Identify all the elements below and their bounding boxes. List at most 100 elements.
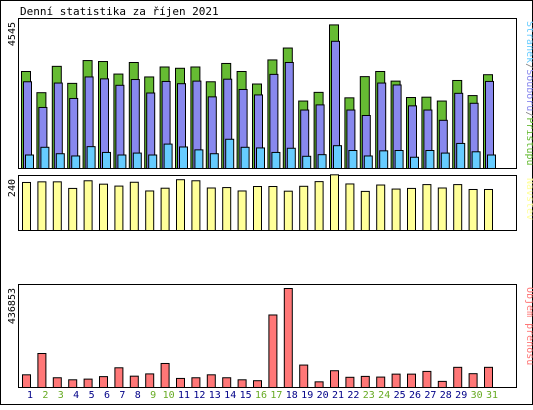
visits-panel-frame <box>18 175 517 231</box>
x-tick-label: 7 <box>119 390 125 401</box>
x-tick-label: 16 <box>255 390 267 401</box>
prenos-bar <box>129 375 139 388</box>
x-tick-label: 9 <box>150 390 156 401</box>
transfer-panel: 436853 Objem přenosu <box>7 284 533 389</box>
prenos-bar <box>283 288 293 388</box>
legend-entry: Souborů <box>524 69 533 111</box>
x-tick-label: 13 <box>209 390 221 401</box>
navstevy-bar <box>114 185 124 231</box>
x-tick-label: 6 <box>104 390 110 401</box>
x-tick-label: 28 <box>440 390 452 401</box>
prenos-bar <box>376 376 386 388</box>
prenos-bar <box>52 377 62 389</box>
legend-entry: Návštěv <box>524 178 533 220</box>
x-tick-label: 12 <box>193 390 205 401</box>
navstevy-bar <box>237 190 247 232</box>
prenos-bar <box>437 380 447 388</box>
prenos-bar <box>68 379 78 389</box>
prenos-bar <box>484 366 493 389</box>
prenos-bar <box>468 373 478 388</box>
stranky-bar <box>240 146 250 169</box>
x-tick-label: 24 <box>378 390 390 401</box>
navstevy-bar <box>160 187 170 231</box>
stranky-bar <box>55 153 65 170</box>
navstevy-bar <box>376 184 386 231</box>
navstevy-bar <box>422 184 432 232</box>
stranky-bar <box>25 154 34 170</box>
prenos-bar <box>360 375 370 388</box>
prenos-bar <box>314 381 324 388</box>
navstevy-bar <box>83 180 93 231</box>
stranky-bar <box>86 146 96 170</box>
x-tick-label: 17 <box>270 390 282 401</box>
navstevy-bar <box>299 185 309 232</box>
prenos-bar <box>83 378 93 388</box>
navstevy-bar <box>484 188 493 232</box>
legend-entry: Přístupů <box>524 117 533 165</box>
navstevy-bar <box>453 184 463 232</box>
x-tick-label: 1 <box>27 390 33 401</box>
stranky-bar <box>394 150 404 169</box>
stranky-bar <box>71 155 81 170</box>
navstevy-bar <box>37 181 47 231</box>
navstevy-bar <box>468 188 478 232</box>
prenos-bar <box>422 370 432 388</box>
stranky-bar <box>379 150 389 169</box>
prenos-bar <box>453 366 463 389</box>
navstevy-bar <box>176 179 185 231</box>
x-tick-label: 3 <box>58 390 64 401</box>
x-tick-label: 23 <box>363 390 375 401</box>
prenos-bar <box>22 374 31 389</box>
navstevy-bar <box>206 187 216 231</box>
navstevy-bar <box>145 190 155 232</box>
x-tick-label: 21 <box>332 390 344 401</box>
stranky-bar <box>410 156 419 170</box>
stranky-bar <box>348 150 358 169</box>
stranky-bar <box>271 151 281 170</box>
stranky-bar <box>440 152 450 169</box>
x-tick-label: 26 <box>409 390 421 401</box>
prenos-bar <box>345 376 355 389</box>
prenos-bar <box>206 374 216 389</box>
hits-panel-ymax-label: 4545 <box>7 22 18 46</box>
navstevy-bar <box>437 187 447 231</box>
x-tick-label: 5 <box>89 390 95 401</box>
prenos-bar <box>37 353 47 388</box>
prenos-bar <box>222 377 232 389</box>
stranky-bar <box>132 152 142 169</box>
navstevy-bar <box>253 186 262 231</box>
prenos-bar <box>407 373 416 388</box>
stranky-bar <box>286 147 296 169</box>
stranky-bar <box>471 151 481 169</box>
x-tick-label: 27 <box>424 390 436 401</box>
navstevy-bar <box>407 187 416 232</box>
navstevy-bar <box>222 187 232 231</box>
navstevy-bar <box>314 181 324 231</box>
navstevy-bar <box>268 186 278 231</box>
navstevy-bar <box>330 174 339 231</box>
x-tick-label: 20 <box>317 390 329 401</box>
prenos-bar <box>114 367 124 389</box>
stranky-bar <box>209 153 219 170</box>
prenos-bar <box>391 373 401 388</box>
prenos-bar <box>145 373 155 388</box>
x-tick-label: 15 <box>240 390 252 401</box>
navstevy-bar <box>360 190 370 231</box>
stranky-bar <box>148 154 158 170</box>
stranky-bar <box>194 149 204 169</box>
navstevy-bar <box>99 183 108 232</box>
navstevy-bar <box>52 181 62 231</box>
x-axis-labels: 1 2 3 4 5 6 7 8 9 10 11 12 13 14 15 16 17 18 19 20 21 22 23 24 2… <box>27 390 498 401</box>
prenos-bar <box>268 314 278 388</box>
visits-panel-ymax-label: 240 <box>7 179 18 197</box>
x-tick-label: 29 <box>455 390 467 401</box>
navstevy-bar <box>191 180 201 231</box>
prenos-bar <box>99 376 108 388</box>
legend-entry: / <box>524 63 533 69</box>
navstevy-bar <box>345 183 355 231</box>
stranky-bar <box>487 154 496 170</box>
chart-panels: 4545Stránek/Souborů/Přístupů240Návštěv43… <box>7 18 533 389</box>
